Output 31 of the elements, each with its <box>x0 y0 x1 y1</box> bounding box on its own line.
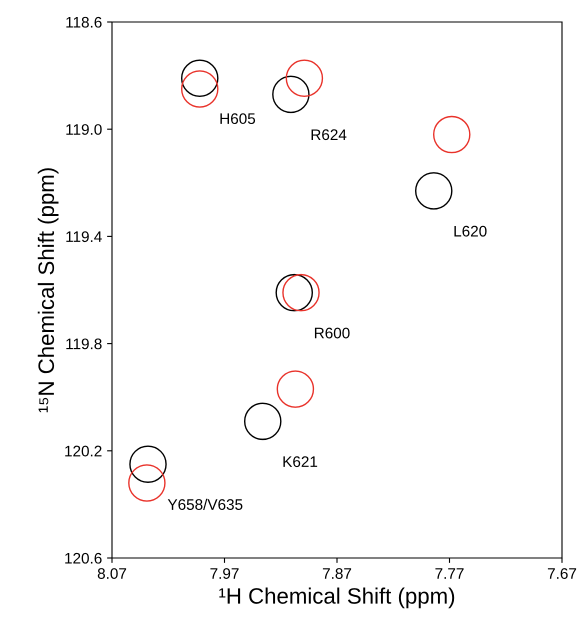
y-tick-label: 120.6 <box>65 552 102 564</box>
x-tick-label: 7.67 <box>548 568 576 579</box>
x-tick-label: 7.87 <box>322 568 352 579</box>
point <box>286 60 324 98</box>
point <box>244 402 282 440</box>
point <box>415 172 452 210</box>
y-tick-label: 118.6 <box>66 16 102 28</box>
point <box>128 464 166 502</box>
annotation: R600 <box>314 328 350 338</box>
annotation: L620 <box>454 226 487 237</box>
point <box>129 445 167 483</box>
point <box>181 70 218 108</box>
annotation: K621 <box>283 456 318 468</box>
y-tick-label: 119.8 <box>66 338 102 350</box>
x-tick-label: 8.07 <box>98 568 126 579</box>
point <box>272 76 310 114</box>
point <box>276 370 314 408</box>
annotation: Y658/V635 <box>168 498 242 510</box>
point <box>282 274 320 312</box>
y-axis-title: ¹⁵N Chemical Shift (ppm) <box>38 168 58 412</box>
x-axis-title: ¹H Chemical Shift (ppm) <box>219 588 454 608</box>
annotation: R624 <box>312 129 346 140</box>
y-tick-label: 120.2 <box>65 446 102 456</box>
point <box>276 274 313 312</box>
y-tick-label: 119.4 <box>66 231 102 242</box>
point <box>181 60 218 98</box>
y-tick-label: 119.0 <box>66 124 102 135</box>
point <box>433 116 470 154</box>
annotation: H605 <box>220 113 256 124</box>
x-tick-label: 7.97 <box>210 568 239 579</box>
x-tick-label: 7.77 <box>435 568 464 579</box>
